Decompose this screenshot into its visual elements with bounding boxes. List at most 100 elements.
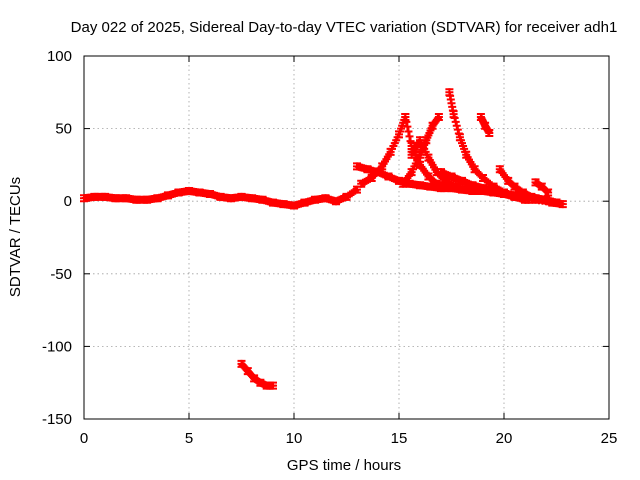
data-point bbox=[489, 187, 498, 196]
data-point bbox=[269, 381, 277, 390]
data-point bbox=[374, 168, 382, 177]
data-point bbox=[321, 194, 330, 203]
data-point bbox=[458, 176, 466, 185]
grid bbox=[84, 56, 609, 419]
data-point bbox=[248, 194, 256, 203]
y-tick-label: 50 bbox=[55, 121, 72, 138]
data-point bbox=[433, 114, 442, 123]
data-point bbox=[258, 195, 267, 204]
x-tick-label: 10 bbox=[286, 430, 303, 447]
data-point bbox=[386, 147, 395, 156]
y-axis-label: SDTVAR / TECUs bbox=[7, 177, 24, 297]
data-point bbox=[403, 122, 412, 131]
data-point bbox=[407, 150, 416, 159]
data-point bbox=[424, 172, 433, 181]
data-point bbox=[216, 192, 225, 201]
data-point bbox=[395, 130, 403, 139]
data-point bbox=[453, 125, 462, 134]
data-point bbox=[476, 112, 485, 121]
data-point bbox=[470, 165, 479, 174]
chart-title: Day 022 of 2025, Sidereal Day-to-day VTE… bbox=[71, 19, 618, 36]
series-arc-19 bbox=[476, 112, 494, 137]
data-point bbox=[558, 200, 567, 209]
data-point bbox=[455, 133, 464, 142]
data-point bbox=[405, 132, 414, 141]
data-point bbox=[227, 194, 235, 203]
data-point bbox=[437, 168, 445, 177]
data-point bbox=[531, 178, 540, 187]
data-point bbox=[237, 192, 246, 201]
data-point bbox=[250, 374, 259, 383]
data-point bbox=[122, 194, 130, 203]
y-tick-label: 100 bbox=[47, 48, 72, 65]
data-point bbox=[269, 198, 277, 207]
data-point bbox=[445, 88, 454, 97]
data-point bbox=[544, 188, 553, 197]
series-arc-21 bbox=[531, 178, 553, 197]
data-point bbox=[174, 188, 183, 197]
data-point bbox=[452, 121, 461, 130]
data-point bbox=[243, 367, 252, 376]
data-point bbox=[80, 194, 88, 203]
x-axis-label: GPS time / hours bbox=[287, 457, 401, 474]
data-point bbox=[434, 112, 443, 121]
series-negative-arc bbox=[237, 359, 277, 390]
data-point bbox=[101, 192, 109, 201]
data-point bbox=[363, 165, 372, 174]
y-tick-label: -100 bbox=[42, 338, 72, 355]
data-point bbox=[185, 187, 193, 196]
data-point bbox=[479, 184, 487, 193]
data-point bbox=[353, 162, 361, 171]
data-point bbox=[290, 201, 298, 210]
x-tick-label: 15 bbox=[391, 430, 408, 447]
data-point bbox=[401, 112, 410, 121]
data-point bbox=[300, 198, 309, 207]
data-point bbox=[495, 165, 504, 174]
data-point bbox=[206, 189, 214, 198]
data-point bbox=[437, 184, 445, 193]
data-point bbox=[332, 197, 340, 206]
data-point bbox=[90, 192, 99, 201]
data-point bbox=[458, 185, 466, 194]
data-point bbox=[416, 136, 424, 145]
data-point bbox=[481, 121, 490, 130]
data-point bbox=[447, 172, 456, 181]
data-point bbox=[542, 195, 550, 204]
data-point bbox=[111, 194, 120, 203]
data-point bbox=[405, 179, 414, 188]
data-point bbox=[153, 194, 162, 203]
data-point bbox=[462, 150, 471, 159]
data-point bbox=[416, 181, 424, 190]
data-point bbox=[164, 191, 172, 200]
data-point bbox=[426, 182, 435, 191]
data-point bbox=[468, 181, 477, 190]
data-point bbox=[447, 184, 456, 193]
data-point bbox=[342, 192, 351, 201]
data-point bbox=[510, 192, 519, 201]
y-tick-label: -150 bbox=[42, 411, 72, 428]
data-point bbox=[485, 128, 494, 137]
data-point bbox=[407, 168, 416, 177]
data-point bbox=[279, 200, 288, 209]
data-point bbox=[521, 195, 529, 204]
data-point bbox=[384, 172, 393, 181]
data-point bbox=[311, 195, 319, 204]
data-point bbox=[449, 110, 458, 119]
data-point bbox=[428, 121, 437, 130]
data-point bbox=[531, 194, 540, 203]
series-baseline bbox=[80, 185, 361, 210]
x-tick-label: 0 bbox=[80, 430, 88, 447]
data-point bbox=[132, 195, 141, 204]
x-tick-label: 5 bbox=[185, 430, 193, 447]
data-points bbox=[80, 88, 567, 390]
data-point bbox=[395, 176, 403, 185]
data-point bbox=[237, 359, 246, 368]
data-point bbox=[195, 188, 204, 197]
data-point bbox=[500, 189, 508, 198]
data-point bbox=[404, 127, 413, 136]
data-point bbox=[552, 198, 561, 207]
data-point bbox=[510, 182, 519, 191]
data-point bbox=[357, 179, 366, 188]
data-point bbox=[424, 153, 433, 162]
